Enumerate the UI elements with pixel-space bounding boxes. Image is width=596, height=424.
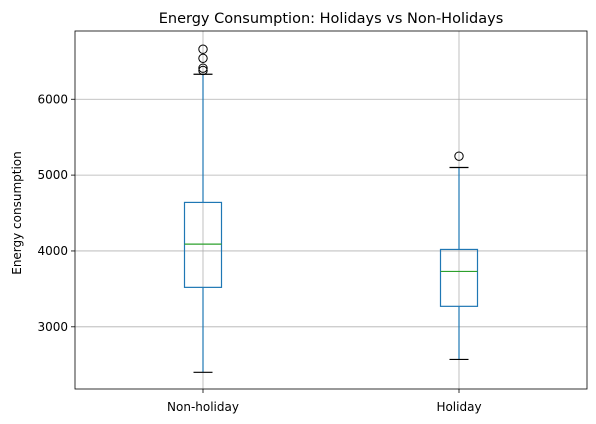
iqr-box	[183, 201, 223, 288]
outlier-point	[198, 63, 208, 73]
box-group	[439, 151, 479, 361]
chart-title: Energy Consumption: Holidays vs Non-Holi…	[159, 11, 504, 27]
x-tick-label: Holiday	[436, 400, 481, 414]
outlier-point	[454, 151, 464, 161]
outlier-point	[198, 44, 208, 54]
y-tick-label: 6000	[37, 92, 68, 106]
y-tick-label: 3000	[37, 320, 68, 334]
iqr-box	[439, 248, 479, 307]
outlier-point	[198, 65, 208, 76]
box-group	[183, 44, 223, 373]
outlier-point	[198, 53, 208, 64]
y-tick-label: 5000	[37, 168, 68, 182]
plot-frame	[74, 30, 588, 390]
y-tick-label: 4000	[37, 244, 68, 258]
x-tick-label: Non-holiday	[167, 400, 239, 414]
y-axis-label: Energy consumption	[10, 151, 24, 275]
